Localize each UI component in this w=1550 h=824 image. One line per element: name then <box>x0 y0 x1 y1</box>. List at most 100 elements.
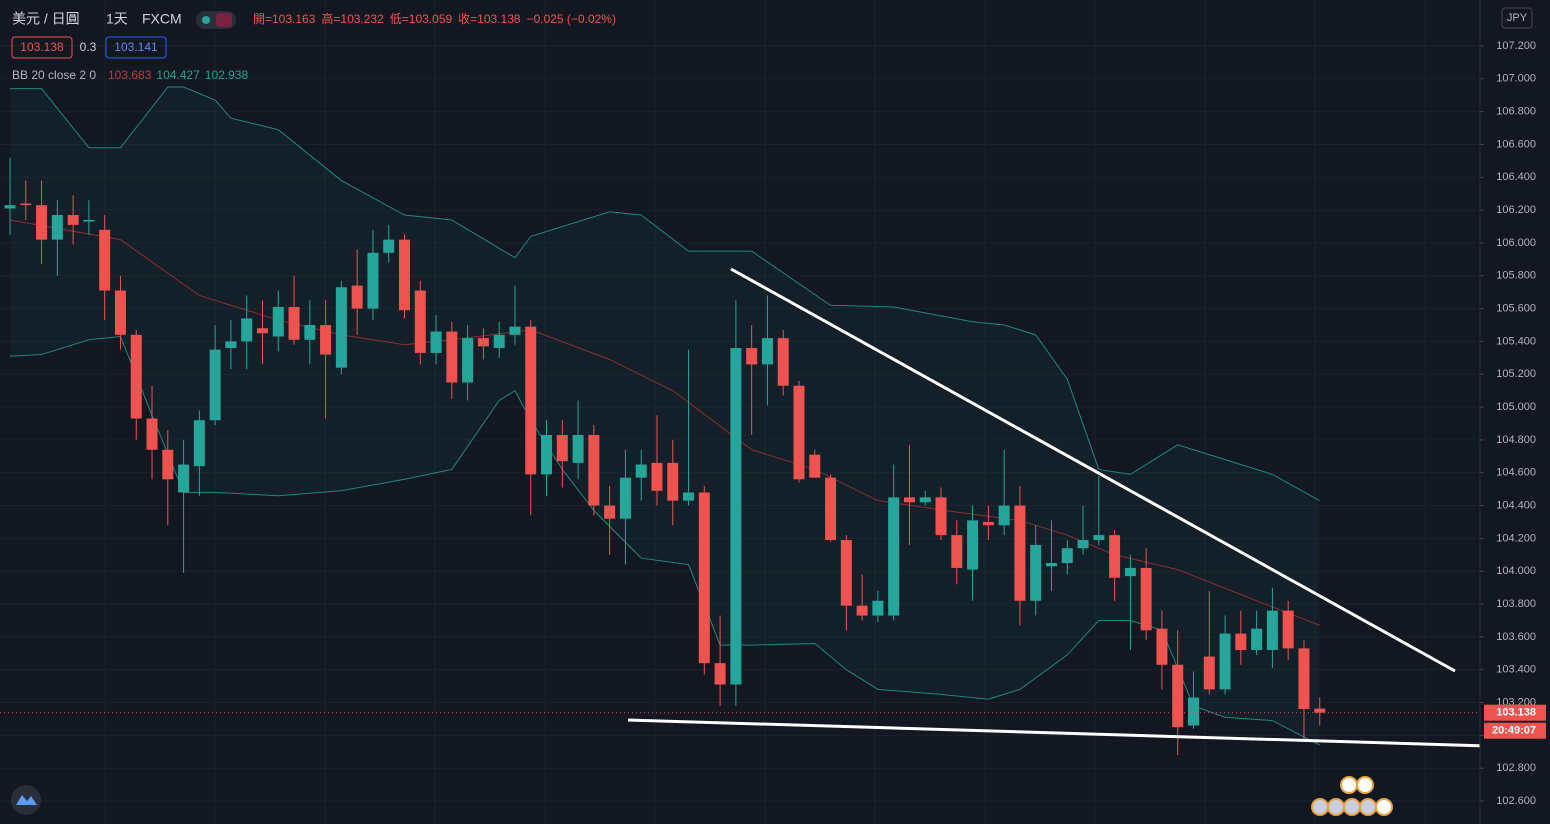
candle-body <box>809 454 821 478</box>
logo-mark <box>16 795 37 805</box>
candle-body <box>351 285 363 309</box>
candle-body <box>4 205 16 209</box>
candle-body <box>698 492 710 664</box>
event-icon[interactable] <box>1356 776 1374 794</box>
plot <box>0 86 1480 756</box>
candle-body <box>1188 697 1199 726</box>
currency-box[interactable] <box>1501 7 1533 29</box>
candle-body <box>935 497 947 536</box>
candle-body <box>967 520 979 570</box>
trend-line <box>730 267 1456 673</box>
candle-body <box>51 215 63 240</box>
ohlc-value: 高=103.232 <box>321 11 384 26</box>
candle-body <box>1235 633 1247 651</box>
candle-body <box>130 334 142 419</box>
sell-box[interactable] <box>11 36 73 59</box>
candle-body <box>856 605 868 616</box>
y-tick-label: 106.400 <box>1496 171 1536 183</box>
candle-body <box>1014 505 1026 601</box>
event-icon[interactable] <box>1311 798 1329 816</box>
candle-body <box>556 434 568 462</box>
last-price-label: 103.138 <box>1496 707 1536 719</box>
candle-body <box>1156 628 1168 665</box>
candle-body <box>146 418 158 450</box>
y-tick-label: 105.800 <box>1496 270 1536 282</box>
market-status <box>202 16 210 24</box>
candle-body <box>367 252 379 309</box>
candle-body <box>193 420 205 467</box>
candle-body <box>1061 548 1073 564</box>
candle-body <box>683 492 695 501</box>
ohlc-value: 收=103.138 <box>458 12 521 26</box>
candle-body <box>1109 535 1121 578</box>
y-tick-label: 103.800 <box>1496 598 1536 610</box>
y-tick-label: 106.000 <box>1496 237 1536 249</box>
candle-body <box>888 497 900 616</box>
y-tick-label: 105.000 <box>1496 401 1536 413</box>
candle-body <box>951 535 963 568</box>
indicator-value: 102.938 <box>205 68 249 82</box>
y-tick-label: 104.600 <box>1496 467 1536 479</box>
event-icon[interactable] <box>1359 798 1377 816</box>
candle-body <box>241 318 253 342</box>
candle-body <box>761 338 773 365</box>
candle-body <box>919 497 931 503</box>
source: FXCM <box>142 11 182 27</box>
candle-body <box>572 434 584 463</box>
candle-body <box>430 331 442 353</box>
buy-box[interactable] <box>105 36 167 59</box>
candle-body <box>651 462 663 491</box>
candle-body <box>414 290 426 353</box>
candle-body <box>541 434 553 475</box>
indicator-values: 103.683 104.427 102.938 <box>108 68 248 82</box>
candle-body <box>667 462 679 501</box>
candle-body <box>1045 563 1057 567</box>
candle-body <box>272 306 284 337</box>
candle-body <box>1093 535 1105 541</box>
candle-body <box>746 347 758 365</box>
candle-body <box>1030 544 1042 601</box>
candle-body <box>36 205 48 240</box>
y-tick-label: 106.600 <box>1496 138 1536 150</box>
candle-body <box>1203 656 1215 690</box>
ohlc-legend: 開=103.163 高=103.232 低=103.059 收=103.138 −0.0… <box>253 11 616 26</box>
event-icon[interactable] <box>1340 776 1358 794</box>
candle-body <box>903 497 915 503</box>
candle-body <box>982 521 994 526</box>
candle-body <box>1314 708 1326 713</box>
candle-body <box>619 477 631 519</box>
candle-body <box>998 505 1010 526</box>
event-flag <box>216 13 232 27</box>
event-icon[interactable] <box>1375 798 1393 816</box>
countdown: 20:49:07 <box>1492 725 1536 737</box>
candle-body <box>114 290 126 335</box>
y-tick-label: 102.600 <box>1496 795 1536 807</box>
candle-body <box>1251 628 1263 651</box>
sell-price: 103.138 <box>20 40 64 54</box>
candle-body <box>493 334 505 348</box>
candle-body <box>20 203 32 206</box>
event-icon[interactable] <box>1327 798 1345 816</box>
candle-body <box>462 338 474 383</box>
candle-body <box>525 326 537 475</box>
candle-body <box>1266 610 1278 651</box>
candle-body <box>1172 664 1184 728</box>
candle-body <box>635 464 647 478</box>
y-tick-label: 102.800 <box>1496 762 1536 774</box>
candle-body <box>162 449 174 480</box>
y-tick-label: 106.800 <box>1496 106 1536 118</box>
candle-body <box>1298 648 1310 710</box>
indicator-name: BB 20 close 2 0 <box>12 68 96 82</box>
candle-body <box>477 338 489 347</box>
candle-body <box>83 219 95 222</box>
candle-body <box>320 325 332 355</box>
event-icon[interactable] <box>1343 798 1361 816</box>
y-tick-label: 103.400 <box>1496 664 1536 676</box>
y-tick-label: 104.000 <box>1496 565 1536 577</box>
candle-body <box>1077 540 1089 549</box>
y-tick-label: 103.600 <box>1496 631 1536 643</box>
y-tick-label: 104.400 <box>1496 499 1536 511</box>
y-tick-label: 105.400 <box>1496 335 1536 347</box>
